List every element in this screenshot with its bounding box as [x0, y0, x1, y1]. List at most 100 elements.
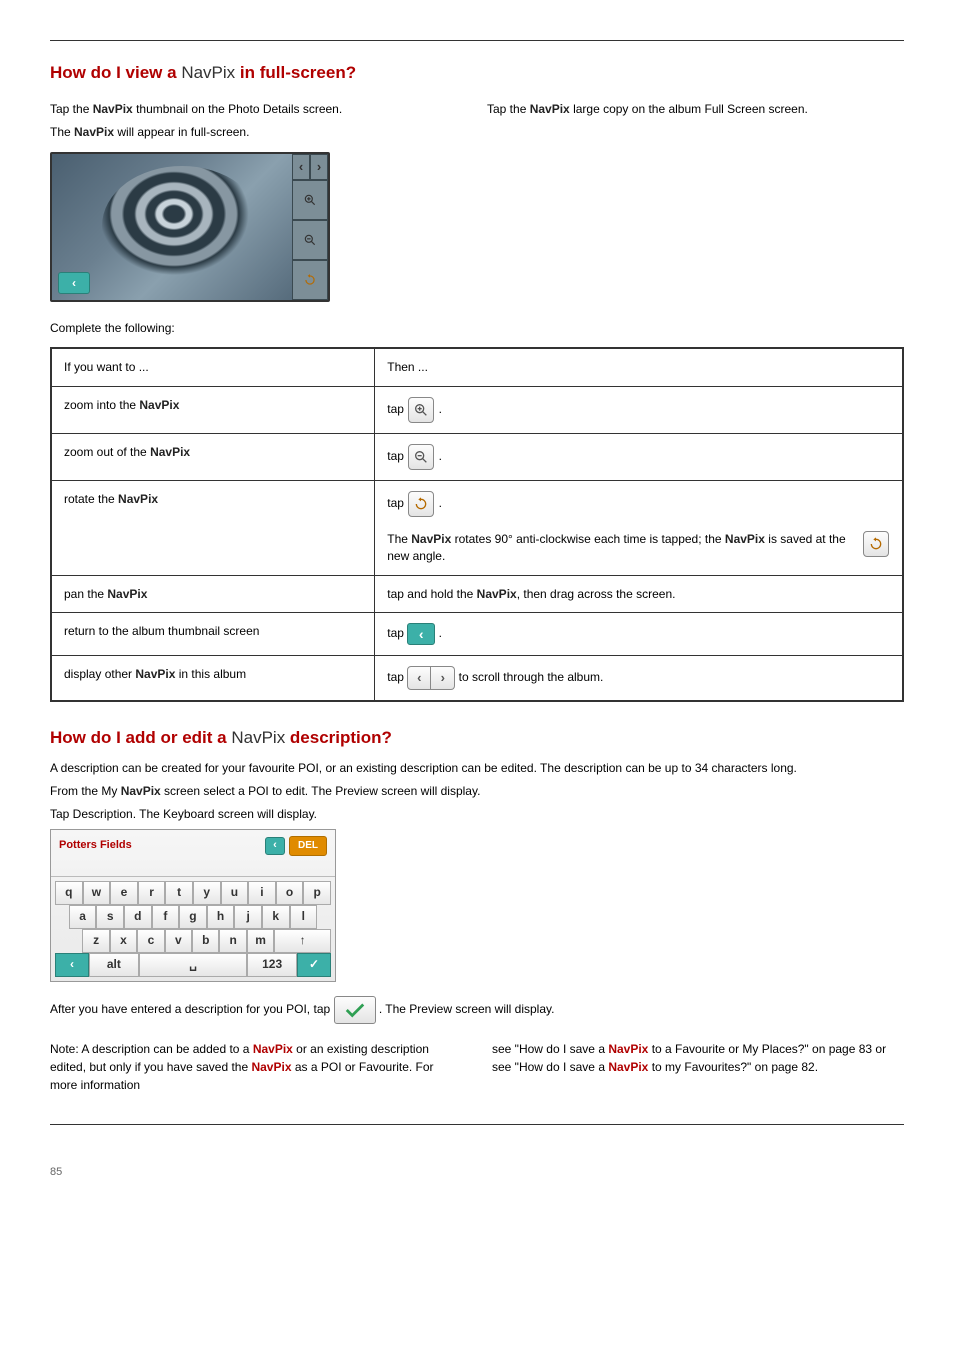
navpix-text: NavPix	[121, 784, 161, 798]
spiral-graphic	[102, 166, 262, 286]
key-c[interactable]: c	[137, 929, 164, 953]
ok-key[interactable]: ✓	[297, 953, 331, 977]
intro-left-2: The NavPix will appear in full-screen.	[50, 124, 467, 141]
key-x[interactable]: x	[110, 929, 137, 953]
text: , then drag across the screen.	[517, 587, 676, 601]
next-photo-button[interactable]: ›	[310, 154, 328, 180]
key-t[interactable]: t	[165, 881, 193, 905]
cell-right: tap .	[375, 433, 903, 480]
key-m[interactable]: m	[247, 929, 274, 953]
key-j[interactable]: j	[234, 905, 262, 929]
back-green-icon: ‹	[407, 623, 435, 645]
key-i[interactable]: i	[248, 881, 276, 905]
navpix-text: NavPix	[477, 587, 517, 601]
navpix-red-text: NavPix	[608, 1042, 648, 1056]
text: From the My	[50, 784, 121, 798]
cell-left: display other NavPix in this album	[51, 656, 375, 702]
text: rotates 90° anti-clockwise each time	[451, 532, 649, 546]
key-l[interactable]: l	[290, 905, 318, 929]
key-s[interactable]: s	[96, 905, 124, 929]
cell-right: tap ‹› to scroll through the album.	[375, 656, 903, 702]
text: thumbnail on the Photo Details screen.	[133, 102, 342, 116]
text: tap	[387, 402, 407, 416]
table-row: zoom into the NavPix tap .	[51, 386, 903, 433]
heading-suffix: in full-screen?	[235, 63, 356, 82]
zoom-out-icon	[408, 444, 434, 470]
keyboard-back-key[interactable]: ‹	[55, 953, 89, 977]
intro-right-col: Tap the NavPix large copy on the album F…	[487, 95, 904, 147]
key-y[interactable]: y	[193, 881, 221, 905]
keyboard-row: ‹ alt ␣ 123 ✓	[55, 953, 331, 977]
key-o[interactable]: o	[276, 881, 304, 905]
alt-key[interactable]: alt	[89, 953, 139, 977]
zoom-in-button[interactable]	[292, 180, 328, 220]
prev-photo-button[interactable]: ‹	[292, 154, 310, 180]
heading-description: How do I add or edit a NavPix descriptio…	[50, 726, 904, 750]
key-r[interactable]: r	[138, 881, 166, 905]
cell-left: rotate the NavPix	[51, 480, 375, 575]
text: display other	[64, 667, 135, 681]
num-key[interactable]: 123	[247, 953, 297, 977]
navpix-text: NavPix	[725, 532, 765, 546]
text: to scroll through the album.	[459, 671, 604, 685]
key-k[interactable]: k	[262, 905, 290, 929]
table-row: return to the album thumbnail screen tap…	[51, 613, 903, 656]
prev-next-icon: ‹›	[407, 666, 455, 690]
intro-row: Tap the NavPix thumbnail on the Photo De…	[50, 95, 904, 147]
keyboard-row: asdfghjkl	[55, 905, 331, 929]
rotate-icon	[863, 531, 889, 557]
heading-suffix: description?	[285, 728, 392, 747]
heading-prefix: How do I view a	[50, 63, 181, 82]
heading-fullscreen: How do I view a NavPix in full-screen?	[50, 61, 904, 85]
key-h[interactable]: h	[207, 905, 235, 929]
cell-left: return to the album thumbnail screen	[51, 613, 375, 656]
key-w[interactable]: w	[83, 881, 111, 905]
key-b[interactable]: b	[192, 929, 219, 953]
key-q[interactable]: q	[55, 881, 83, 905]
text: .	[439, 627, 442, 641]
key-e[interactable]: e	[110, 881, 138, 905]
heading-prefix: How do I add or edit a	[50, 728, 231, 747]
table-lead: Complete the following:	[50, 320, 904, 337]
spacer	[317, 905, 331, 929]
text: .	[439, 402, 442, 416]
zoom-in-icon	[408, 397, 434, 423]
navpix-red-text: NavPix	[251, 1060, 291, 1074]
text: zoom into the	[64, 398, 139, 412]
table-header-right: Then ...	[375, 348, 903, 386]
key-d[interactable]: d	[124, 905, 152, 929]
key-f[interactable]: f	[152, 905, 180, 929]
text: Note: A description can be added to a	[50, 1042, 253, 1056]
navpix-text: NavPix	[118, 492, 158, 506]
fullscreen-photo-mock: ‹ › ‹	[50, 152, 330, 302]
key-g[interactable]: g	[179, 905, 207, 929]
keyboard-back-icon[interactable]: ‹	[265, 837, 285, 855]
spacer	[55, 929, 82, 953]
cell-left: pan the NavPix	[51, 575, 375, 613]
navpix-text: NavPix	[135, 667, 175, 681]
back-button[interactable]: ‹	[58, 272, 90, 294]
zoom-out-button[interactable]	[292, 220, 328, 260]
key-u[interactable]: u	[221, 881, 249, 905]
rotate-button[interactable]	[292, 260, 328, 300]
heading-navpix: NavPix	[231, 728, 285, 747]
shift-key[interactable]: ↑	[274, 929, 331, 953]
top-rule	[50, 40, 904, 41]
table-header-left: If you want to ...	[51, 348, 375, 386]
key-z[interactable]: z	[82, 929, 109, 953]
navpix-text: NavPix	[150, 445, 190, 459]
keyboard-row: qwertyuiop	[55, 881, 331, 905]
text: The	[50, 125, 74, 139]
keyboard-del-button[interactable]: DEL	[289, 836, 327, 856]
text: Tap the	[50, 102, 93, 116]
space-key[interactable]: ␣	[139, 953, 247, 977]
checkmark-icon	[334, 996, 376, 1024]
key-v[interactable]: v	[165, 929, 192, 953]
note-right: see "How do I save a NavPix to a Favouri…	[492, 1040, 904, 1094]
text: to my Favourites?" on page 82.	[648, 1060, 818, 1074]
key-a[interactable]: a	[69, 905, 97, 929]
keyboard-mock: Potters Fields ‹ DEL qwertyuiop asdfghjk…	[50, 829, 336, 982]
key-p[interactable]: p	[303, 881, 331, 905]
text: rotate the	[64, 492, 118, 506]
key-n[interactable]: n	[219, 929, 246, 953]
